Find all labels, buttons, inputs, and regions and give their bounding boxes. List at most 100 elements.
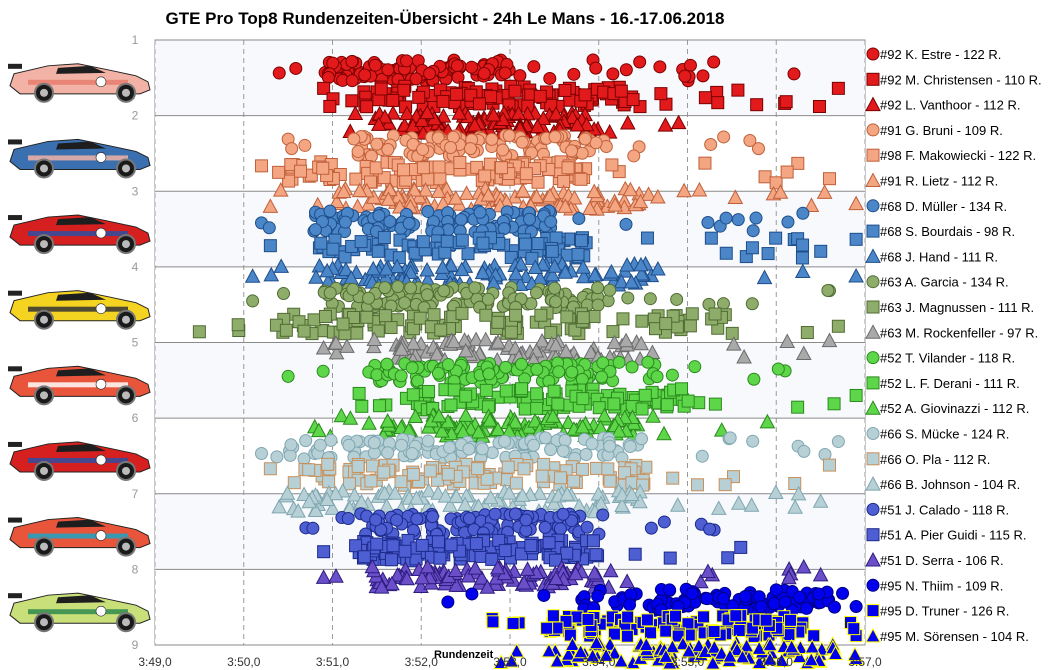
data-point [453,155,467,169]
data-point [421,434,435,448]
data-point [807,629,821,643]
car-wing [8,593,22,599]
data-point [779,95,793,109]
x-tick-label: 3:53,0 [493,655,527,669]
data-point [413,311,427,325]
data-point [316,364,330,378]
data-point [542,536,556,550]
legend-label: #63 M. Rockenfeller - 97 R. [880,325,1038,340]
data-point [496,143,510,157]
data-point [263,239,277,253]
legend-label: #52 L. F. Derani - 111 R. [880,376,1020,391]
data-point [284,158,298,172]
data-point [650,370,664,384]
data-point [378,309,392,323]
car-window [56,141,106,150]
data-point [759,613,773,627]
legend-marker [866,275,880,289]
data-point [412,90,426,104]
data-point [721,551,735,565]
x-tick-label: 3:51,0 [316,655,350,669]
data-point [713,422,730,437]
data-point [640,613,654,627]
car-wing [8,517,22,523]
car-hub [40,88,48,97]
data-point [440,234,454,248]
data-point [378,261,395,276]
legend-label: #63 A. Garcia - 134 R. [880,275,1009,290]
data-point [427,308,441,322]
data-point [338,261,354,277]
data-point [465,60,479,74]
legend: #92 K. Estre - 122 R. #92 M. Christensen … [865,47,1042,644]
data-point [370,368,384,382]
car-window [56,217,106,226]
data-point [566,189,583,205]
data-point [849,388,863,402]
data-point [519,513,533,527]
legend-marker [866,300,880,314]
data-point [510,105,527,121]
data-point [192,325,206,339]
data-point [515,135,529,149]
data-point [434,259,451,274]
data-point [321,71,335,85]
data-point [551,397,565,411]
data-point [508,84,522,98]
data-point [731,213,745,227]
data-point [812,100,826,114]
data-point [663,551,677,565]
data-point [797,444,811,458]
series-2 [342,104,687,140]
legend-marker [866,452,880,466]
series-0 [272,53,801,88]
data-point [284,438,298,452]
data-point [514,357,528,371]
data-point [803,197,820,212]
data-point [377,171,391,185]
car-stripe [28,533,128,539]
car-stripe [28,155,128,161]
data-point [323,204,337,218]
data-point [420,288,434,302]
data-point [607,397,621,411]
data-point [345,54,359,68]
data-point [262,198,279,213]
legend-marker [865,96,881,112]
data-point [378,281,392,295]
data-point [377,108,393,124]
data-point [530,362,544,376]
car-hub [122,240,130,249]
data-point [499,360,513,374]
data-point [676,182,692,198]
data-point [596,407,613,423]
data-point [307,313,321,327]
data-point [444,398,458,412]
data-point [328,193,345,208]
data-point [367,436,381,450]
data-point [263,266,280,282]
data-point [544,326,558,340]
data-point [338,250,352,264]
legend-label: #91 G. Bruni - 109 R. [880,123,1003,138]
data-point [545,408,561,423]
data-point [482,367,496,381]
y-tick-label: 4 [132,260,139,274]
data-point [406,182,423,197]
data-point [591,298,605,312]
data-point [380,357,394,371]
data-point [769,176,783,190]
data-point [285,142,299,156]
data-point [517,462,531,476]
data-point [437,284,451,298]
data-point [656,425,672,441]
data-point [623,273,640,289]
data-point [538,520,552,534]
car-image [8,517,151,557]
data-point [321,457,335,471]
data-point [402,216,416,230]
data-point [365,459,379,473]
data-point [523,212,537,226]
data-point [406,322,420,336]
